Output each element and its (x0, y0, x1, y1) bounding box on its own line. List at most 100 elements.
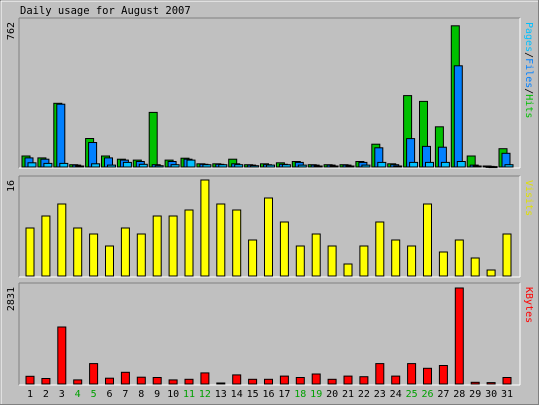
visits-bar-day-29 (470, 257, 480, 277)
x-tick-label-day-10: 10 (167, 389, 179, 400)
files-bar-day-28 (453, 65, 463, 168)
legend-visits: Visits (523, 180, 534, 216)
visits-bar-day-6 (105, 245, 114, 277)
pages-bar-day-4 (75, 165, 85, 168)
legend-kbytes: KBytes (523, 287, 534, 323)
kbytes-bar-day-24 (391, 375, 401, 385)
visits-bar-day-12 (200, 179, 210, 277)
x-tick-label-day-20: 20 (326, 389, 338, 400)
visits-bar-day-14 (232, 209, 242, 277)
visits-bar-day-17 (279, 221, 289, 277)
kbytes-bar-day-19 (311, 373, 321, 385)
kbytes-bar-day-16 (264, 378, 273, 385)
pages-bar-day-14 (234, 164, 244, 168)
kbytes-bar-day-5 (89, 363, 99, 385)
pages-bar-day-17 (281, 164, 291, 168)
pages-bar-day-18 (297, 164, 307, 168)
visits-bar-day-2 (41, 215, 51, 277)
pages-bar-day-5 (91, 163, 101, 168)
kbytes-bar-day-17 (279, 375, 289, 385)
x-tick-label-day-27: 27 (437, 389, 449, 400)
x-tick-label-day-22: 22 (358, 389, 370, 400)
pages-bar-day-22 (361, 164, 371, 168)
kbytes-bar-day-30 (486, 382, 496, 385)
pages-bar-day-2 (43, 162, 53, 168)
hits-files-pages-bars (21, 25, 514, 169)
pages-bar-day-28 (456, 161, 466, 168)
visits-bar-day-18 (295, 245, 305, 277)
files-bar-day-3 (56, 103, 66, 168)
legend-hits-label: Hits (523, 94, 534, 118)
visits-bar-day-27 (438, 251, 448, 277)
x-tick-label-day-12: 12 (199, 389, 211, 400)
x-tick-label-day-24: 24 (390, 389, 402, 400)
x-tick-label-day-31: 31 (501, 389, 513, 400)
kbytes-bar-day-27 (438, 365, 448, 385)
pages-bar-day-31 (504, 164, 514, 168)
legend-sep-1: / (523, 52, 534, 58)
pages-bar-day-1 (27, 162, 37, 168)
x-tick-label-day-17: 17 (278, 389, 290, 400)
pages-bar-day-3 (59, 162, 69, 168)
x-tick-label-day-2: 2 (43, 389, 49, 400)
legend-files: Files (523, 58, 534, 88)
x-tick-label-day-30: 30 (485, 389, 497, 400)
kbytes-bar-day-9 (152, 377, 162, 385)
pages-bar-day-26 (425, 161, 434, 168)
pages-bar-day-24 (393, 165, 403, 168)
x-tick-label-day-29: 29 (469, 389, 481, 400)
visits-bar-day-15 (248, 239, 258, 277)
x-tick-label-day-25: 25 (406, 389, 418, 400)
pages-bar-day-8 (138, 163, 148, 168)
visits-bar-day-21 (343, 263, 353, 277)
x-tick-label-day-11: 11 (183, 389, 195, 400)
kbytes-bar-day-31 (502, 377, 512, 385)
visits-bar-day-20 (327, 245, 337, 277)
visits-bar-day-1 (25, 227, 35, 277)
hits-bar-day-9 (148, 111, 158, 168)
pages-bar-day-25 (409, 161, 419, 168)
kbytes-bar-day-14 (232, 374, 242, 385)
visits-bar-day-23 (375, 221, 385, 277)
kbytes-bar-day-1 (25, 375, 35, 385)
visits-bar-day-19 (311, 233, 321, 277)
kbytes-bar-day-20 (327, 378, 337, 385)
visits-bar-day-30 (486, 269, 496, 277)
visits-bar-day-8 (136, 233, 146, 277)
pages-bar-day-30 (488, 166, 498, 169)
kbytes-bar-day-25 (407, 363, 417, 385)
kbytes-bar-day-12 (200, 372, 210, 385)
pages-bar-day-20 (329, 165, 339, 168)
x-tick-label-day-8: 8 (138, 389, 144, 400)
pages-bar-day-16 (266, 164, 275, 168)
x-tick-label-day-16: 16 (262, 389, 274, 400)
visits-bar-day-7 (120, 227, 130, 277)
x-tick-label-day-5: 5 (91, 389, 97, 400)
visits-bar-day-13 (216, 203, 226, 277)
pages-bar-day-27 (440, 161, 450, 168)
visits-bar-day-16 (264, 197, 273, 277)
pages-bar-day-6 (107, 164, 116, 168)
kbytes-bar-day-21 (343, 375, 353, 385)
kbytes-bar-day-11 (184, 378, 194, 385)
visits-bar-day-11 (184, 209, 194, 277)
x-tick-label-day-21: 21 (342, 389, 354, 400)
kbytes-bar-day-6 (105, 377, 114, 385)
x-tick-label-day-4: 4 (75, 389, 81, 400)
visits-bar-day-25 (407, 245, 417, 277)
x-tick-label-day-9: 9 (154, 389, 160, 400)
x-tick-label-day-28: 28 (453, 389, 465, 400)
kbytes-bar-day-18 (295, 377, 305, 385)
kbytes-bar-day-29 (470, 381, 480, 385)
kbytes-bar-day-7 (120, 371, 130, 385)
kbytes-bar-day-26 (423, 367, 432, 385)
pages-bar-day-7 (122, 161, 132, 168)
pages-bar-day-9 (154, 165, 164, 168)
x-tick-label-day-23: 23 (374, 389, 386, 400)
visits-bar-day-24 (391, 239, 401, 277)
pages-bar-day-11 (186, 159, 196, 168)
legend-pages: Pages (523, 22, 534, 52)
kbytes-bar-day-22 (359, 376, 369, 385)
visits-bar-day-31 (502, 233, 512, 277)
visits-bar-day-28 (454, 239, 464, 277)
